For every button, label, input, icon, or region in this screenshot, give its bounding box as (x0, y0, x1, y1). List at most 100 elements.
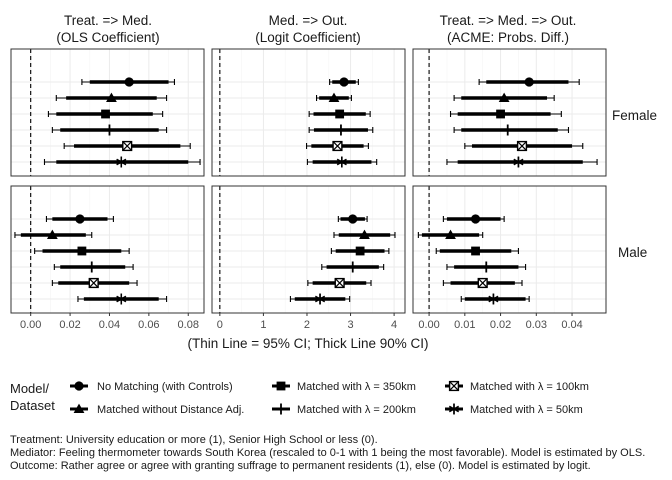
point-marker (314, 293, 326, 305)
panel-border (211, 185, 406, 314)
point-marker (348, 214, 358, 224)
point-marker (116, 293, 127, 305)
estimate-male-col3-series4 (446, 261, 527, 273)
panel-male-col1: 0.00 0.02 0.04 0.06 0.08 (10, 185, 205, 331)
estimate-male-col3-series1 (442, 214, 505, 224)
point-marker (347, 261, 359, 273)
estimate-male-col1-series6 (77, 293, 168, 305)
point-marker (122, 140, 133, 152)
estimate-male-col3-series5 (442, 277, 523, 289)
x-tick-label: 0.00 (20, 319, 41, 331)
facet-title-col1-line2: (OLS Coefficient) (56, 30, 159, 45)
note-outcome: Outcome: Rather agree or agree with gran… (10, 460, 591, 472)
legend-items: No Matching (with Controls) Matched witho… (70, 380, 589, 416)
point-marker (445, 229, 456, 240)
point-marker (516, 140, 528, 152)
x-tick-label: 0.01 (454, 319, 475, 331)
estimate-female-col2-series2 (316, 92, 352, 103)
facet-titles: Treat. => Med. (OLS Coefficient) Med. =>… (56, 13, 576, 45)
panels-layer: 0.00 0.02 0.04 0.06 0.08 0 1 2 3 4 0.00 0.01 0.02 0.0… (10, 48, 607, 331)
panel-border (10, 48, 205, 177)
estimate-female-col2-series6 (306, 156, 378, 168)
x-tick-label: 0.08 (178, 319, 199, 331)
facet-title-col3-line2: (ACME: Probs. Diff.) (447, 30, 569, 45)
panel-male-col2: 0 1 2 3 4 (211, 185, 406, 331)
strip-label-male: Male (618, 245, 647, 260)
panel-female-col1 (10, 48, 205, 177)
legend-label: Matched with λ = 350km (297, 381, 416, 393)
point-marker (359, 229, 370, 240)
legend-item-5: Matched with λ = 100km (445, 380, 589, 393)
legend-marker (448, 403, 460, 415)
point-marker (502, 124, 514, 136)
estimate-female-col3-series4 (453, 124, 570, 136)
x-axis-col3: 0.00 0.01 0.02 0.03 0.04 (418, 313, 583, 331)
point-marker (477, 277, 488, 289)
estimate-male-col3-series6 (460, 293, 530, 305)
point-marker (116, 156, 127, 168)
x-tick-label: 3 (347, 319, 353, 331)
estimate-male-col2-series4 (321, 261, 385, 273)
point-marker (88, 277, 99, 289)
legend: Model/ Dataset No Matching (with Control… (10, 380, 589, 416)
estimate-female-col3-series2 (453, 92, 555, 103)
facet-title-col1-line1: Treat. => Med. (64, 13, 152, 28)
estimate-male-col1-series3 (34, 246, 130, 256)
estimate-female-col1-series4 (51, 124, 168, 136)
x-tick-label: 1 (260, 319, 266, 331)
legend-title-line1: Model/ (10, 381, 49, 396)
panel-border (412, 48, 607, 177)
legend-label: Matched without Distance Adj. (97, 404, 244, 416)
estimate-female-col3-series1 (478, 77, 580, 87)
estimate-male-col2-series6 (289, 293, 351, 305)
point-marker (334, 277, 345, 289)
point-marker (328, 92, 340, 103)
legend-label: Matched with λ = 50km (470, 404, 583, 416)
row-strip-labels: Female Male (612, 108, 657, 260)
strip-label-female: Female (612, 108, 657, 123)
legend-marker (276, 381, 286, 391)
x-tick-label: 0.04 (561, 319, 582, 331)
note-treatment: Treatment: University education or more … (10, 434, 378, 446)
legend-item-4: Matched with λ = 200km (272, 403, 416, 416)
point-marker (332, 140, 343, 152)
panel-border (412, 185, 607, 314)
legend-item-2: Matched without Distance Adj. (70, 403, 244, 416)
point-marker (77, 246, 87, 256)
x-axis-col1: 0.00 0.02 0.04 0.06 0.08 (20, 313, 199, 331)
estimate-male-col1-series2 (14, 229, 93, 240)
panel-female-col3 (412, 48, 607, 177)
point-marker (335, 109, 345, 119)
x-axis-col2: 0 1 2 3 4 (217, 313, 397, 331)
point-marker (339, 77, 349, 87)
estimate-male-col2-series3 (330, 246, 390, 256)
estimate-female-col2-series5 (305, 140, 369, 152)
estimate-male-col1-series4 (53, 261, 134, 273)
estimate-female-col3-series3 (449, 109, 562, 119)
point-marker (75, 214, 85, 224)
estimate-female-col2-series1 (329, 77, 359, 87)
point-marker (336, 156, 347, 168)
estimate-male-col1-series5 (51, 277, 138, 289)
point-marker (470, 214, 481, 224)
point-marker (488, 293, 499, 305)
legend-marker (73, 403, 85, 414)
legend-label: No Matching (with Controls) (97, 381, 233, 393)
footnotes: Treatment: University education or more … (10, 434, 645, 472)
legend-marker (275, 403, 287, 415)
estimate-female-col1-series2 (55, 92, 168, 103)
point-marker (335, 124, 347, 136)
estimate-female-col1-series6 (43, 156, 201, 168)
point-marker (513, 156, 524, 168)
facet-title-col2-line1: Med. => Out. (269, 13, 348, 28)
panel-border (211, 48, 406, 177)
estimate-male-col2-series2 (333, 229, 396, 240)
point-marker (480, 261, 492, 273)
x-tick-label: 0.03 (526, 319, 547, 331)
estimate-female-col2-series4 (308, 124, 374, 136)
point-marker (355, 246, 365, 256)
x-axis-title: (Thin Line = 95% CI; Thick Line 90% CI) (188, 336, 429, 351)
point-marker (101, 109, 110, 119)
x-tick-label: 0.06 (138, 319, 159, 331)
